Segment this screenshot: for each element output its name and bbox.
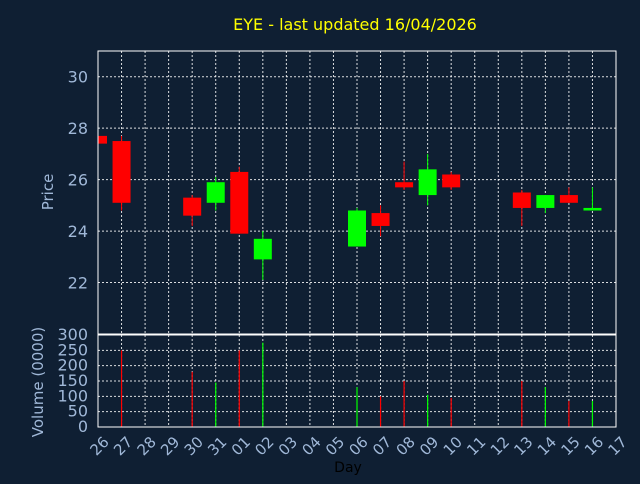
candle-body bbox=[98, 135, 107, 144]
candle bbox=[230, 166, 249, 234]
candle bbox=[418, 153, 437, 206]
price-axis-label: Price bbox=[39, 174, 57, 211]
chart-title: EYE - last updated 16/04/2026 bbox=[233, 15, 477, 34]
candle bbox=[583, 187, 602, 211]
candle-body bbox=[395, 182, 414, 188]
candle-body bbox=[253, 238, 272, 260]
price-tick-label: 22 bbox=[68, 274, 88, 293]
candle-body bbox=[418, 169, 437, 196]
candle-body bbox=[206, 182, 225, 203]
volume-tick-label: 200 bbox=[57, 356, 88, 375]
candle-body bbox=[371, 213, 390, 226]
candle-body bbox=[559, 195, 578, 203]
volume-tick-label: 150 bbox=[57, 371, 88, 390]
candle-body bbox=[348, 210, 366, 247]
candle bbox=[112, 135, 131, 211]
volume-axis-label: Volume (0000) bbox=[29, 327, 47, 437]
volume-panel-frame bbox=[97, 334, 617, 428]
volume-bars bbox=[120, 342, 594, 427]
candle-body bbox=[183, 197, 202, 216]
candle-body bbox=[442, 174, 461, 188]
price-tick-label: 30 bbox=[68, 68, 88, 87]
candle bbox=[253, 231, 272, 280]
candle bbox=[348, 207, 366, 247]
candle bbox=[395, 161, 414, 190]
candle bbox=[559, 187, 578, 203]
price-panel-frame bbox=[97, 50, 617, 335]
price-tick-label: 24 bbox=[68, 222, 88, 241]
volume-tick-label: 50 bbox=[68, 402, 88, 421]
candle bbox=[536, 195, 555, 214]
candle-body bbox=[536, 195, 555, 208]
candle-body bbox=[230, 171, 249, 234]
volume-tick-label: 300 bbox=[57, 325, 88, 344]
volume-tick-label: 250 bbox=[57, 340, 88, 359]
price-tick-label: 28 bbox=[68, 119, 88, 138]
x-axis-label: Day bbox=[334, 460, 362, 476]
x-tick-labels: 2627282930310102030405060708091011121314… bbox=[87, 433, 631, 459]
volume-tick-label: 100 bbox=[57, 386, 88, 405]
price-tick-labels: 22 24 26 28 30 bbox=[68, 68, 88, 293]
candle bbox=[97, 135, 107, 144]
price-tick-label: 26 bbox=[68, 171, 88, 190]
candle bbox=[206, 177, 225, 211]
candle bbox=[183, 195, 202, 226]
candle-body bbox=[583, 207, 602, 211]
candle bbox=[442, 171, 461, 190]
candles bbox=[97, 135, 602, 280]
candle-body bbox=[512, 192, 531, 208]
candle bbox=[371, 205, 390, 237]
candle-body bbox=[112, 141, 131, 203]
volume-tick-label: 0 bbox=[78, 417, 88, 436]
candle bbox=[512, 189, 531, 226]
